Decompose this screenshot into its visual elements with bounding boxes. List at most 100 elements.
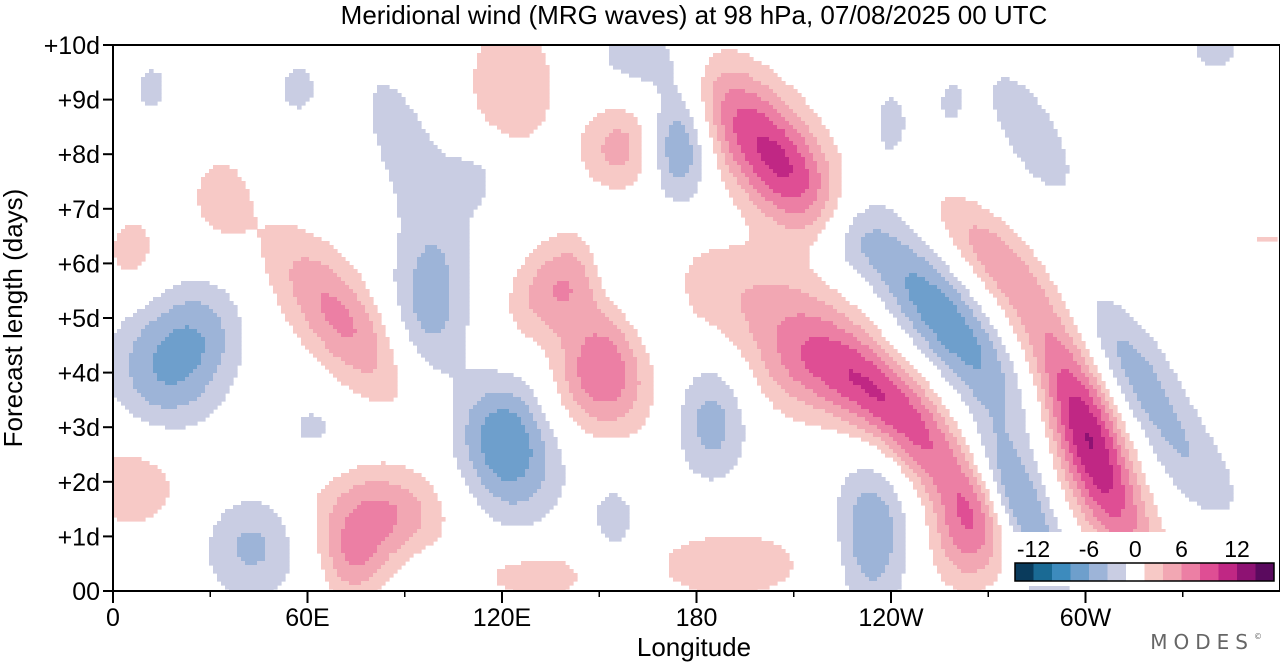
- contour-cell: [853, 525, 894, 530]
- contour-cell: [1005, 309, 1018, 314]
- contour-cell: [205, 337, 226, 342]
- contour-cell: [689, 461, 738, 466]
- contour-cell: [121, 229, 146, 234]
- contour-cell: [1029, 337, 1046, 342]
- contour-cell: [381, 157, 462, 162]
- contour-cell: [1149, 441, 1170, 446]
- contour-cell: [629, 137, 642, 142]
- contour-cell: [665, 153, 694, 158]
- contour-cell: [973, 485, 982, 490]
- colorbar-swatch: [1181, 563, 1201, 581]
- contour-cell: [725, 333, 754, 338]
- contour-cell: [1049, 525, 1058, 530]
- contour-cell: [453, 401, 478, 406]
- contour-cell: [1093, 373, 1102, 378]
- contour-cell: [149, 301, 186, 306]
- contour-cell: [837, 325, 862, 330]
- contour-cell: [809, 173, 822, 178]
- x-tick-label: 60W: [1060, 604, 1112, 632]
- contour-cell: [1105, 441, 1114, 446]
- contour-cell: [597, 513, 630, 518]
- contour-cell: [717, 165, 730, 170]
- contour-cell: [933, 509, 946, 514]
- contour-cell: [853, 369, 882, 374]
- contour-cell: [1057, 397, 1070, 402]
- contour-cell: [1009, 141, 1062, 146]
- colorbar-label: 12: [1224, 536, 1250, 562]
- contour-cell: [1045, 341, 1062, 346]
- contour-cell: [1113, 465, 1122, 470]
- contour-cell: [985, 265, 1030, 270]
- contour-cell: [869, 377, 890, 382]
- contour-cell: [833, 401, 858, 406]
- contour-cell: [845, 313, 866, 318]
- contour-cell: [533, 277, 590, 282]
- contour-cell: [1001, 77, 1010, 82]
- contour-cell: [141, 85, 162, 90]
- contour-cell: [393, 529, 418, 534]
- contour-cell: [921, 501, 934, 506]
- contour-cell: [293, 329, 314, 334]
- contour-cell: [293, 325, 310, 330]
- contour-cell: [1005, 485, 1034, 490]
- contour-cell: [701, 85, 714, 90]
- contour-cell: [985, 449, 998, 454]
- contour-cell: [821, 377, 850, 382]
- contour-cell: [1025, 357, 1038, 362]
- contour-cell: [477, 97, 550, 102]
- contour-cell: [841, 553, 854, 558]
- contour-cell: [769, 137, 790, 142]
- contour-cell: [993, 533, 1002, 538]
- contour-cell: [725, 93, 758, 98]
- contour-cell: [877, 425, 894, 430]
- contour-cell: [757, 345, 778, 350]
- contour-cell: [333, 269, 358, 274]
- contour-cell: [1021, 525, 1050, 530]
- contour-cell: [941, 537, 954, 542]
- contour-cell: [1093, 413, 1102, 418]
- contour-cell: [417, 345, 466, 350]
- contour-cell: [453, 405, 474, 410]
- contour-cell: [353, 325, 374, 330]
- contour-cell: [981, 505, 990, 510]
- contour-cell: [929, 345, 946, 350]
- contour-cell: [1105, 421, 1114, 426]
- contour-cell: [853, 537, 894, 542]
- contour-cell: [1097, 321, 1138, 326]
- contour-cell: [349, 489, 410, 494]
- contour-cell: [905, 449, 954, 454]
- contour-cell: [397, 261, 418, 266]
- contour-cell: [969, 505, 982, 510]
- contour-cell: [317, 501, 338, 506]
- contour-cell: [293, 289, 354, 294]
- contour-cell: [749, 361, 766, 366]
- contour-cell: [977, 337, 990, 342]
- contour-cell: [685, 449, 742, 454]
- contour-cell: [809, 181, 822, 186]
- contour-cell: [317, 549, 330, 554]
- contour-cell: [1033, 173, 1066, 178]
- contour-cell: [329, 541, 342, 546]
- contour-cell: [1101, 401, 1110, 406]
- contour-cell: [569, 381, 582, 386]
- contour-cell: [581, 345, 618, 350]
- contour-cell: [681, 413, 698, 418]
- logo-text: MODES: [1150, 630, 1254, 654]
- contour-cell: [377, 85, 390, 90]
- contour-cell: [1089, 409, 1102, 414]
- contour-cell: [949, 533, 986, 538]
- contour-cell: [413, 305, 450, 310]
- contour-cell: [145, 101, 158, 106]
- contour-cell: [861, 437, 882, 442]
- contour-cell: [393, 269, 414, 274]
- contour-cell: [449, 301, 470, 306]
- contour-cell: [1045, 357, 1074, 362]
- contour-cell: [481, 449, 534, 454]
- contour-cell: [757, 341, 778, 346]
- contour-cell: [1141, 405, 1174, 410]
- contour-cell: [1077, 465, 1086, 470]
- contour-cell: [209, 557, 242, 562]
- contour-cell: [921, 313, 962, 318]
- contour-cell: [1033, 373, 1042, 378]
- contour-cell: [1073, 493, 1082, 498]
